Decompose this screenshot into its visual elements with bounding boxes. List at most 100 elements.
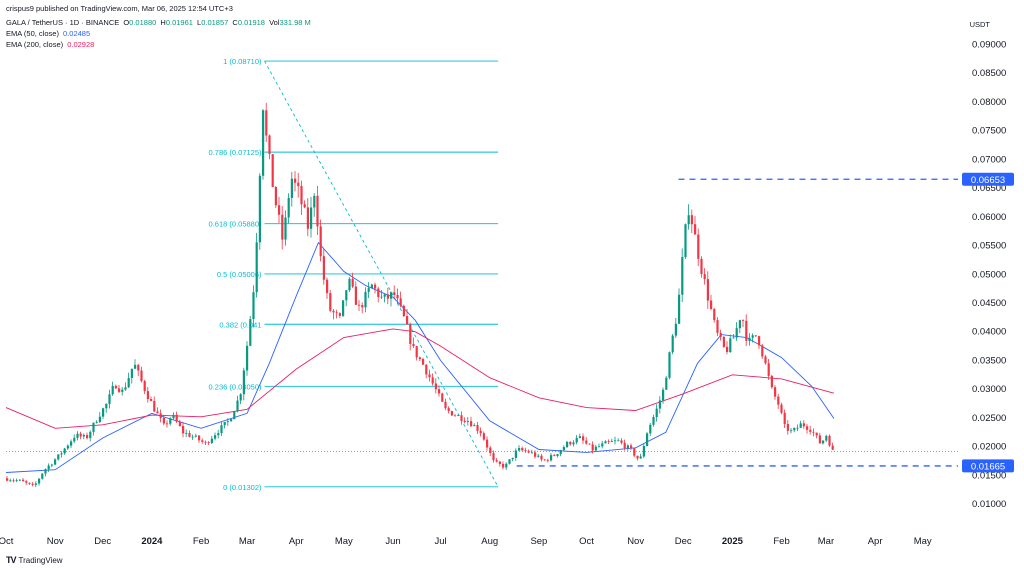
ema50-value: 0.02485 <box>63 29 91 38</box>
candle-body <box>188 432 191 437</box>
price-level-label: 0.01665 <box>971 461 1005 472</box>
candle-body <box>210 438 213 443</box>
candle-body <box>114 385 117 389</box>
candle-body <box>22 479 25 482</box>
candle-body <box>815 432 818 436</box>
candle-body <box>748 337 751 341</box>
candle-body <box>303 204 306 208</box>
close-value: 0.01918 <box>237 18 265 27</box>
candle-body <box>79 433 82 437</box>
candle-body <box>610 441 613 442</box>
candle-body <box>310 207 313 229</box>
candle-body <box>719 332 722 337</box>
candle-body <box>102 408 105 417</box>
candle-body <box>326 279 329 294</box>
candle-body <box>18 479 21 481</box>
y-tick-label: 0.02000 <box>972 442 1006 453</box>
candle-body <box>390 292 393 299</box>
candle-body <box>178 421 181 426</box>
candle-body <box>383 294 386 297</box>
candle-body <box>143 381 146 392</box>
candle-body <box>118 388 121 392</box>
candle-body <box>399 298 402 306</box>
candle-body <box>799 423 802 428</box>
candle-body <box>639 456 642 459</box>
candle-body <box>31 483 34 485</box>
candle-body <box>86 434 89 439</box>
candle-body <box>530 452 533 454</box>
candle-body <box>380 296 383 298</box>
candle-body <box>185 432 188 434</box>
volume-label: Vol <box>269 18 280 27</box>
candle-body <box>156 411 159 414</box>
candle-body <box>393 292 396 295</box>
candle-body <box>495 460 498 462</box>
x-tick-label: Apr <box>289 536 304 547</box>
candle-body <box>569 441 572 445</box>
candle-body <box>204 441 207 443</box>
candle-body <box>607 441 610 443</box>
candle-body <box>818 435 821 444</box>
x-tick-label: Sep <box>530 536 547 547</box>
candle-body <box>777 396 780 405</box>
candle-body <box>655 408 658 418</box>
tradingview-brand-label: TradingView <box>18 555 63 565</box>
candle-body <box>681 257 684 295</box>
candle-body <box>274 187 277 206</box>
candle-body <box>319 226 322 257</box>
candle-body <box>623 442 626 449</box>
candle-body <box>674 323 677 336</box>
candle-body <box>546 459 549 461</box>
candle-body <box>252 292 255 320</box>
y-tick-label: 0.02500 <box>972 413 1006 424</box>
candle-body <box>802 423 805 427</box>
y-tick-label: 0.04500 <box>972 298 1006 309</box>
candle-body <box>44 469 47 474</box>
x-tick-label: Mar <box>239 536 255 547</box>
candle-body <box>626 445 629 449</box>
candle-body <box>162 417 165 424</box>
candle-body <box>822 440 825 444</box>
candle-body <box>377 288 380 298</box>
candle-body <box>476 425 479 431</box>
candle-body <box>502 463 505 468</box>
x-tick-label: Feb <box>773 536 789 547</box>
fib-level-label: 0 (0.01302) <box>223 483 262 492</box>
x-tick-label: Apr <box>868 536 883 547</box>
candle-body <box>50 464 53 466</box>
candle-body <box>124 387 127 390</box>
candle-body <box>780 404 783 413</box>
fib-level-label: 0.618 (0.05880) <box>209 220 262 229</box>
candle-body <box>6 478 9 481</box>
candle-body <box>809 429 812 432</box>
candle-body <box>534 452 537 457</box>
candle-body <box>770 375 773 388</box>
candle-body <box>684 224 687 258</box>
candle-body <box>150 399 153 401</box>
candle-body <box>553 455 556 456</box>
candle-body <box>265 110 268 136</box>
candle-body <box>57 454 60 460</box>
low-label: L <box>197 18 202 27</box>
candle-body <box>518 448 521 451</box>
candle-body <box>220 425 223 434</box>
y-tick-label: 0.07000 <box>972 154 1006 165</box>
candle-body <box>233 411 236 420</box>
candle-body <box>223 421 226 426</box>
candle-body <box>364 291 367 308</box>
candle-body <box>89 431 92 439</box>
candle-body <box>92 422 95 432</box>
y-tick-label: 0.03000 <box>972 384 1006 395</box>
candle-body <box>482 433 485 440</box>
candle-body <box>268 135 271 155</box>
candle-body <box>345 290 348 301</box>
symbol-label: GALA / TetherUS · 1D · BINANCE <box>6 18 120 27</box>
candle-body <box>230 419 233 422</box>
candle-body <box>812 431 815 433</box>
candle-body <box>636 455 639 459</box>
candle-body <box>550 455 553 461</box>
candle-body <box>754 335 757 337</box>
candle-body <box>60 453 63 455</box>
candle-body <box>34 483 37 485</box>
